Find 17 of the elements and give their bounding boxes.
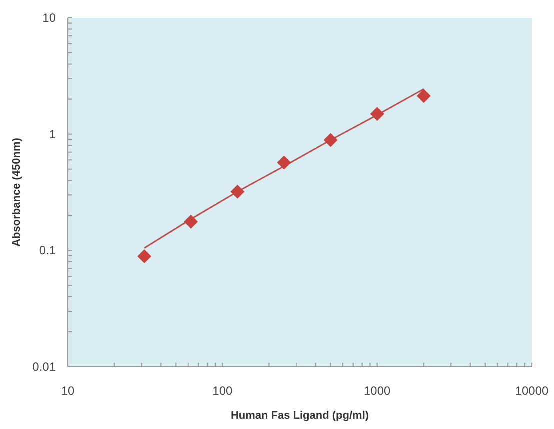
point [324, 133, 338, 148]
y-tick-label: 0.01 [32, 360, 56, 374]
point [416, 89, 431, 104]
x-tick-label: 10000 [515, 384, 550, 398]
y-tick-label: 1 [49, 127, 56, 142]
point [184, 214, 198, 229]
x-tick-label: 1000 [364, 384, 392, 398]
y-tick-label: 0.1 [39, 244, 56, 258]
point [230, 184, 245, 199]
x-tick-label: 10 [61, 384, 75, 398]
y-tick-label: 10 [42, 11, 56, 25]
x-axis-title: Human Fas Ligand (pg/ml) [230, 410, 370, 422]
point [277, 156, 292, 170]
point [138, 250, 152, 264]
point [370, 107, 384, 122]
y-axis-title: Absorbance (450nm) [11, 138, 23, 247]
x-tick-label: 100 [212, 384, 233, 398]
